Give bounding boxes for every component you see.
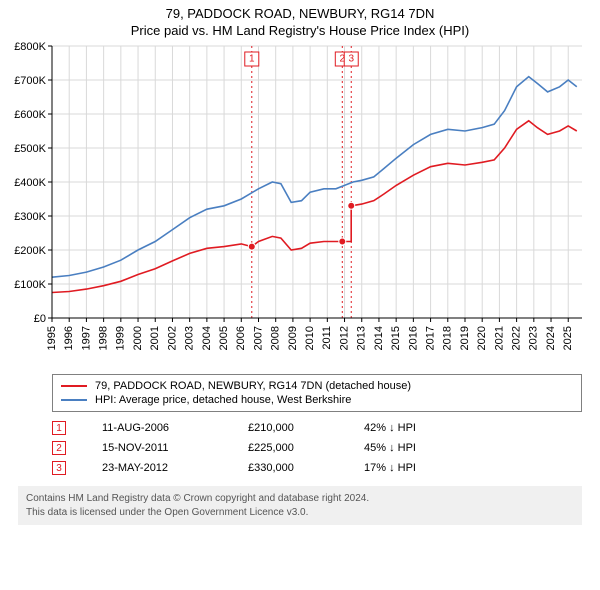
svg-text:2023: 2023 (528, 326, 540, 350)
event-marker: 1 (52, 421, 66, 435)
svg-text:2011: 2011 (321, 326, 333, 350)
svg-text:£600K: £600K (14, 109, 46, 121)
event-row: 3 23-MAY-2012 £330,000 17% ↓ HPI (52, 458, 582, 478)
svg-text:1995: 1995 (46, 326, 58, 350)
event-marker: 2 (52, 441, 66, 455)
svg-text:2007: 2007 (252, 326, 264, 350)
svg-text:£400K: £400K (14, 177, 46, 189)
footer-line: This data is licensed under the Open Gov… (26, 506, 574, 520)
footer: Contains HM Land Registry data © Crown c… (18, 486, 582, 525)
svg-text:£300K: £300K (14, 211, 46, 223)
legend-item: 79, PADDOCK ROAD, NEWBURY, RG14 7DN (det… (61, 379, 573, 393)
title-block: 79, PADDOCK ROAD, NEWBURY, RG14 7DN Pric… (0, 0, 600, 38)
event-delta: 45% ↓ HPI (364, 442, 582, 454)
event-price: £225,000 (248, 442, 328, 454)
svg-text:2019: 2019 (459, 326, 471, 350)
title-sub: Price paid vs. HM Land Registry's House … (0, 23, 600, 38)
svg-text:1997: 1997 (80, 326, 92, 350)
svg-text:2000: 2000 (132, 326, 144, 350)
svg-text:2006: 2006 (235, 326, 247, 350)
svg-text:£0: £0 (34, 313, 46, 325)
svg-text:2005: 2005 (218, 326, 230, 350)
svg-text:2020: 2020 (476, 326, 488, 350)
event-date: 15-NOV-2011 (102, 442, 212, 454)
svg-text:1996: 1996 (63, 326, 75, 350)
svg-text:2004: 2004 (201, 326, 213, 350)
footer-line: Contains HM Land Registry data © Crown c… (26, 492, 574, 506)
svg-text:2013: 2013 (356, 326, 368, 350)
legend-swatch (61, 385, 87, 387)
svg-text:2021: 2021 (493, 326, 505, 350)
event-delta: 17% ↓ HPI (364, 462, 582, 474)
svg-text:2014: 2014 (373, 326, 385, 350)
svg-text:2024: 2024 (545, 326, 557, 350)
svg-text:2018: 2018 (442, 326, 454, 350)
svg-text:2002: 2002 (166, 326, 178, 350)
event-date: 11-AUG-2006 (102, 422, 212, 434)
chart-container: { "titles": { "main": "79, PADDOCK ROAD,… (0, 0, 600, 525)
svg-text:1: 1 (249, 54, 255, 65)
chart-svg: £0 £100K £200K £300K £400K £500K £600K £700K £80… (0, 38, 600, 368)
svg-text:2003: 2003 (184, 326, 196, 350)
event-delta: 42% ↓ HPI (364, 422, 582, 434)
svg-text:£700K: £700K (14, 75, 46, 87)
svg-text:2009: 2009 (287, 326, 299, 350)
event-row: 1 11-AUG-2006 £210,000 42% ↓ HPI (52, 418, 582, 438)
svg-text:1999: 1999 (115, 326, 127, 350)
legend-label: 79, PADDOCK ROAD, NEWBURY, RG14 7DN (det… (95, 380, 411, 392)
svg-text:£500K: £500K (14, 143, 46, 155)
svg-text:£800K: £800K (14, 41, 46, 53)
events-table: 1 11-AUG-2006 £210,000 42% ↓ HPI 2 15-NO… (52, 418, 582, 478)
svg-text:2012: 2012 (338, 326, 350, 350)
legend-swatch (61, 399, 87, 401)
svg-text:2015: 2015 (390, 326, 402, 350)
svg-text:£100K: £100K (14, 279, 46, 291)
svg-text:2010: 2010 (304, 326, 316, 350)
event-row: 2 15-NOV-2011 £225,000 45% ↓ HPI (52, 438, 582, 458)
svg-text:£200K: £200K (14, 245, 46, 257)
svg-text:3: 3 (348, 54, 354, 65)
legend-item: HPI: Average price, detached house, West… (61, 393, 573, 407)
event-date: 23-MAY-2012 (102, 462, 212, 474)
svg-text:2025: 2025 (562, 326, 574, 350)
svg-text:2001: 2001 (149, 326, 161, 350)
chart-area: £0 £100K £200K £300K £400K £500K £600K £700K £80… (0, 38, 600, 368)
svg-text:1998: 1998 (98, 326, 110, 350)
event-marker: 3 (52, 461, 66, 475)
legend-label: HPI: Average price, detached house, West… (95, 394, 351, 406)
svg-text:2008: 2008 (270, 326, 282, 350)
svg-text:2022: 2022 (511, 326, 523, 350)
event-price: £210,000 (248, 422, 328, 434)
title-main: 79, PADDOCK ROAD, NEWBURY, RG14 7DN (0, 6, 600, 21)
legend: 79, PADDOCK ROAD, NEWBURY, RG14 7DN (det… (52, 374, 582, 412)
svg-text:2016: 2016 (407, 326, 419, 350)
svg-text:2017: 2017 (424, 326, 436, 350)
event-price: £330,000 (248, 462, 328, 474)
